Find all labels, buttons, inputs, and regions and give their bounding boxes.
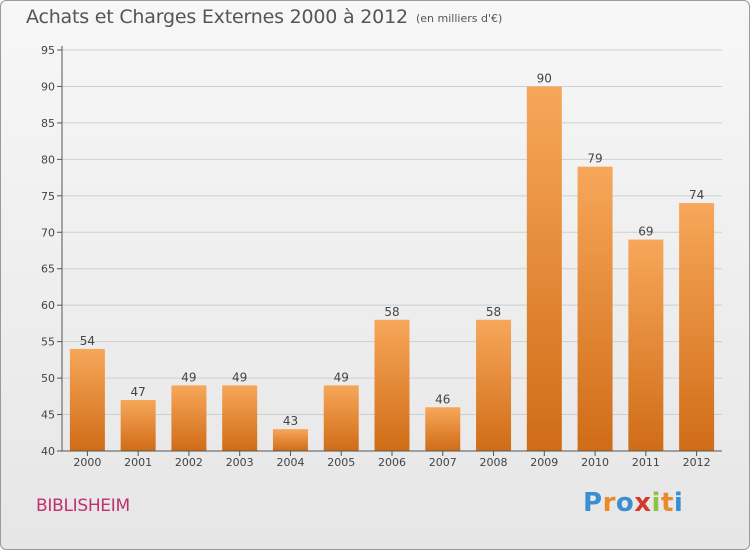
y-tick-label: 55 [41, 336, 55, 349]
chart-title: Achats et Charges Externes 2000 à 2012 [26, 6, 408, 28]
bar-value-label: 47 [131, 385, 146, 399]
y-tick-label: 50 [41, 372, 55, 385]
bar [628, 239, 664, 451]
bar [69, 348, 105, 451]
y-tick-label: 40 [41, 445, 55, 458]
bar [222, 385, 258, 451]
bar-value-label: 74 [689, 188, 704, 202]
x-tick-label: 2010 [581, 456, 609, 469]
bar-value-label: 49 [334, 370, 349, 384]
x-tick-label: 2009 [530, 456, 558, 469]
logo-letter: i [673, 488, 684, 518]
x-tick-label: 2004 [276, 456, 304, 469]
y-tick-label: 80 [41, 153, 55, 166]
logo-letter: r [602, 488, 616, 518]
x-tick-label: 2006 [378, 456, 406, 469]
bar-value-label: 90 [537, 71, 552, 85]
bar [272, 429, 308, 451]
bar-value-label: 54 [80, 334, 95, 348]
x-tick-label: 2000 [73, 456, 101, 469]
commune-name: BIBLISHEIM [36, 496, 130, 516]
bar-value-label: 58 [384, 305, 399, 319]
bar [476, 319, 512, 451]
y-tick-label: 85 [41, 117, 55, 130]
chart-subtitle: (en milliers d'€) [416, 12, 503, 25]
bar-value-label: 58 [486, 305, 501, 319]
bar-value-label: 69 [638, 225, 653, 239]
y-tick-label: 75 [41, 190, 55, 203]
x-tick-label: 2012 [683, 456, 711, 469]
y-tick-label: 60 [41, 299, 55, 312]
x-tick-label: 2001 [124, 456, 152, 469]
bar [120, 399, 156, 451]
bar-value-label: 79 [587, 152, 602, 166]
y-tick-label: 65 [41, 263, 55, 276]
bar [171, 385, 207, 451]
bar-value-label: 49 [181, 370, 196, 384]
x-tick-label: 2002 [175, 456, 203, 469]
logo-letter: o [615, 488, 635, 518]
bar [577, 166, 613, 451]
bar [323, 385, 359, 451]
bar [425, 407, 461, 451]
proxiti-logo: Proxiti [583, 488, 683, 518]
x-tick-label: 2003 [226, 456, 254, 469]
bar-value-label: 49 [232, 370, 247, 384]
x-tick-label: 2007 [429, 456, 457, 469]
logo-letter: x [634, 488, 652, 518]
logo-letter: t [660, 488, 674, 518]
y-tick-label: 70 [41, 226, 55, 239]
bar [526, 86, 562, 452]
x-tick-label: 2005 [327, 456, 355, 469]
bar-value-label: 46 [435, 392, 450, 406]
bar [374, 319, 410, 451]
bar [679, 203, 715, 451]
x-tick-label: 2011 [632, 456, 660, 469]
bar-value-label: 43 [283, 414, 298, 428]
y-tick-label: 90 [41, 80, 55, 93]
y-tick-label: 45 [41, 409, 55, 422]
x-tick-label: 2008 [480, 456, 508, 469]
logo-letter: P [583, 488, 603, 518]
logo-letter: i [651, 488, 661, 518]
y-tick-label: 95 [41, 44, 55, 57]
